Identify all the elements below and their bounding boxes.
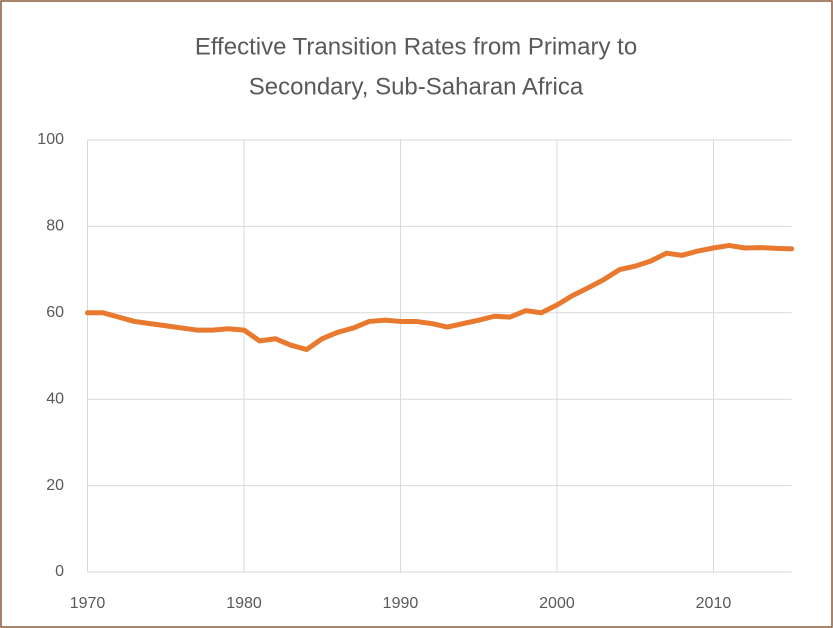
y-tick-label: 80 <box>46 218 64 235</box>
x-tick-label: 1970 <box>70 595 106 612</box>
x-tick-label: 2000 <box>539 595 575 612</box>
y-tick-label: 0 <box>55 563 64 580</box>
chart-title: Secondary, Sub-Saharan Africa <box>249 73 584 100</box>
y-tick-label: 40 <box>46 390 64 407</box>
y-tick-label: 100 <box>37 131 64 148</box>
x-tick-label: 2010 <box>696 595 732 612</box>
x-tick-label: 1980 <box>226 595 262 612</box>
x-tick-label: 1990 <box>383 595 419 612</box>
y-tick-label: 20 <box>46 477 64 494</box>
y-tick-label: 60 <box>46 304 64 321</box>
chart-title: Effective Transition Rates from Primary … <box>195 33 637 60</box>
line-series <box>85 242 795 353</box>
